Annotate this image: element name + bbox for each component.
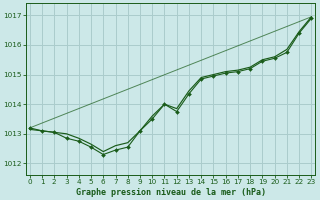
X-axis label: Graphe pression niveau de la mer (hPa): Graphe pression niveau de la mer (hPa) [76,188,266,197]
